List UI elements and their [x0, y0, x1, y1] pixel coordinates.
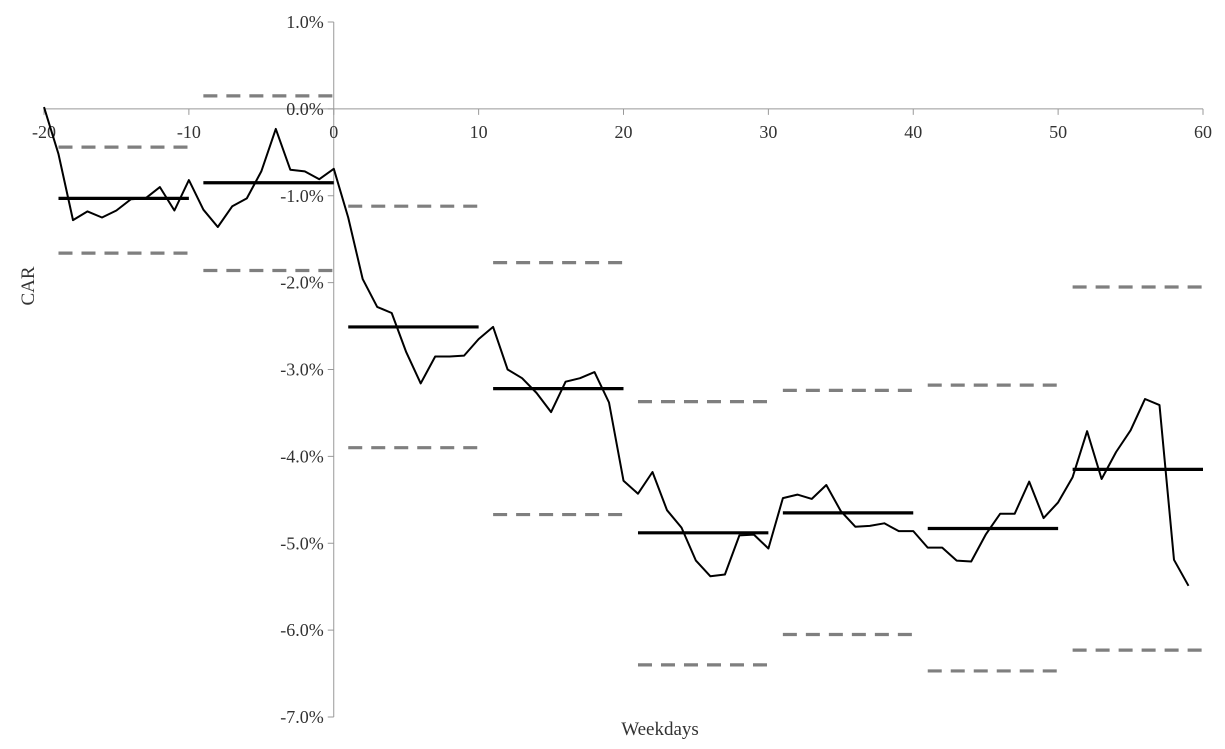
x-tick-label: 30 — [759, 122, 777, 142]
y-tick-label: 0.0% — [286, 99, 324, 119]
x-tick-label: 0 — [329, 122, 338, 142]
x-tick-label: 40 — [904, 122, 922, 142]
y-tick-label: -1.0% — [280, 186, 324, 206]
y-tick-label: -3.0% — [280, 360, 324, 380]
y-tick-label: -5.0% — [280, 533, 324, 553]
y-tick-label: 1.0% — [286, 12, 324, 32]
x-tick-label: 10 — [470, 122, 488, 142]
x-tick-label: -10 — [177, 122, 201, 142]
x-tick-label: 50 — [1049, 122, 1067, 142]
car-series-line — [43, 106, 1190, 587]
y-tick-label: -7.0% — [280, 707, 324, 727]
x-axis-title: Weekdays — [621, 719, 699, 740]
y-tick-label: -6.0% — [280, 620, 324, 640]
x-tick-label: 20 — [615, 122, 633, 142]
plot-area: 1.0% 0.0% -1.0% -2.0% -3.0% -4.0% -5.0% -6.0% -7… — [32, 12, 1212, 727]
y-tick-label: -4.0% — [280, 446, 324, 466]
y-axis-title: CAR — [18, 266, 39, 305]
y-tick-label: -2.0% — [280, 273, 324, 293]
x-tick-label: 60 — [1194, 122, 1212, 142]
